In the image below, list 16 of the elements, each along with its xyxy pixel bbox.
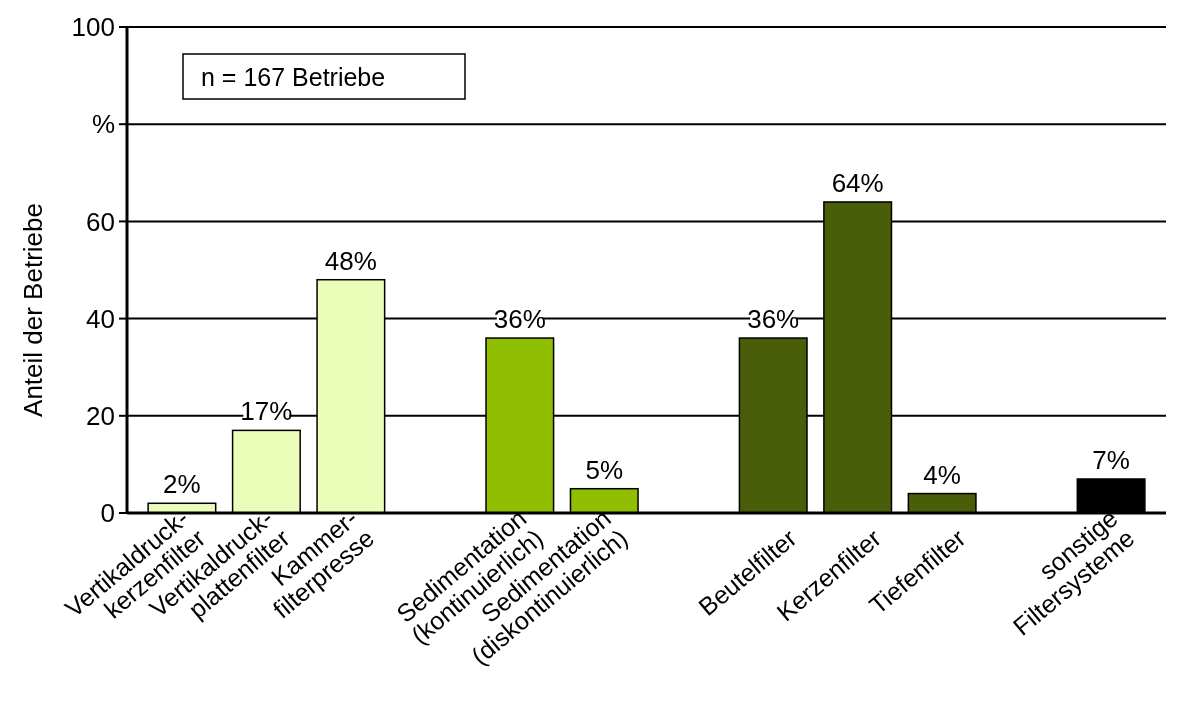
data-label: 48% (324, 245, 377, 276)
data-label: 4% (923, 459, 961, 490)
y-tick-label: 100 (71, 12, 115, 43)
data-label: 36% (747, 304, 800, 335)
data-label: 5% (585, 454, 624, 485)
data-label: 36% (493, 304, 546, 335)
data-label: 17% (240, 396, 293, 427)
data-label: 64% (831, 167, 884, 198)
annotation: n = 167 Betriebe (201, 63, 386, 91)
y-tick-label: 40 (86, 303, 115, 334)
data-label: 7% (1092, 444, 1130, 475)
y-tick-label: 60 (86, 206, 115, 237)
data-label: 2% (163, 469, 201, 500)
y-tick-label: % (91, 109, 115, 140)
y-axis-title: Anteil der Betriebe (18, 203, 48, 417)
y-tick-label: 20 (86, 400, 115, 431)
